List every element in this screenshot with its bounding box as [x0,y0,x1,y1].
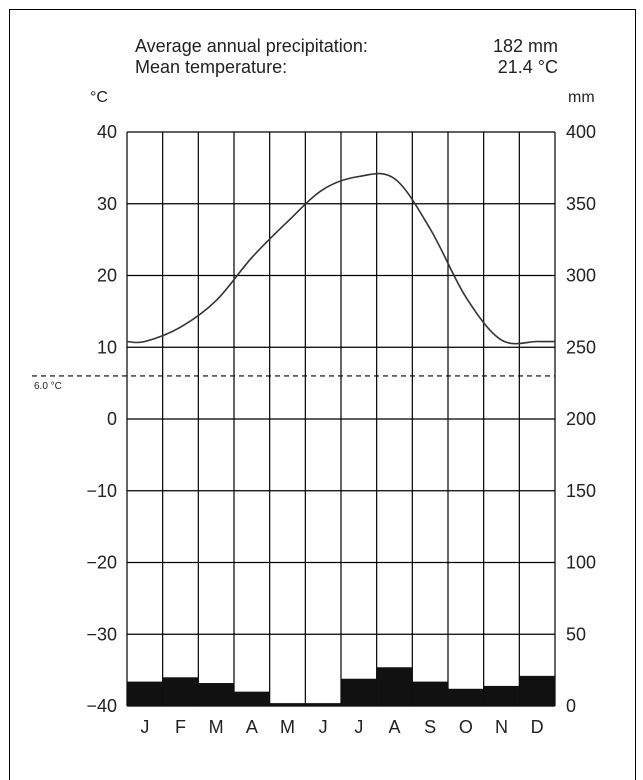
left-tick-label: 10 [97,337,117,357]
precipitation-bar [234,691,270,706]
temp-summary-value: 21.4 °C [498,57,558,77]
month-label: M [209,717,224,737]
precipitation-bar [376,667,413,706]
month-label: M [280,717,295,737]
right-tick-label: 50 [566,624,586,644]
right-tick-label: 400 [566,122,596,142]
reference-line-layer: 6.0 °C [32,375,555,392]
left-tick-label: 0 [107,409,117,429]
month-label: S [424,717,436,737]
temp-summary-label: Mean temperature: [135,57,287,77]
precipitation-bar [519,675,555,706]
right-tick-label: 200 [566,409,596,429]
precipitation-bar [448,688,484,706]
right-tick-label: 300 [566,266,596,286]
right-tick-label: 0 [566,696,576,716]
left-tick-label: −40 [86,696,117,716]
left-tick-label: −20 [86,553,117,573]
month-label: F [175,717,186,737]
right-axis-unit: mm [568,89,595,106]
precipitation-bars [127,667,555,706]
precipitation-bar [162,677,199,706]
month-label: D [531,717,544,737]
temperature-line [126,172,556,345]
right-tick-label: 350 [566,194,596,214]
month-label: A [388,717,400,737]
left-tick-label: −10 [86,481,117,501]
precipitation-bar [305,703,341,706]
precipitation-bar [127,681,163,706]
left-tick-label: 30 [97,194,117,214]
precipitation-bar [269,703,306,706]
left-tick-label: 20 [97,266,117,286]
temperature-line-layer [126,172,556,345]
precip-summary-value: 182 mm [493,36,558,56]
month-label: A [246,717,258,737]
precip-summary-label: Average annual precipitation: [135,36,368,56]
precipitation-bar [198,683,234,706]
left-axis-unit: °C [90,89,108,106]
left-tick-label: 40 [97,122,117,142]
precipitation-bar [412,681,448,706]
month-label: J [140,717,149,737]
right-tick-label: 250 [566,337,596,357]
right-tick-label: 150 [566,481,596,501]
reference-line-label: 6.0 °C [34,381,62,392]
month-label: J [354,717,363,737]
grid-layer [126,131,556,707]
month-label: O [459,717,473,737]
month-label: J [319,717,328,737]
chart-frame [9,9,636,780]
month-label: N [495,717,508,737]
precipitation-bar [341,678,377,706]
left-tick-label: −30 [86,624,117,644]
precipitation-bar [483,685,520,706]
axis-labels-layer: 403020100−10−20−30−404003503002502001501… [86,122,596,737]
right-tick-label: 100 [566,553,596,573]
